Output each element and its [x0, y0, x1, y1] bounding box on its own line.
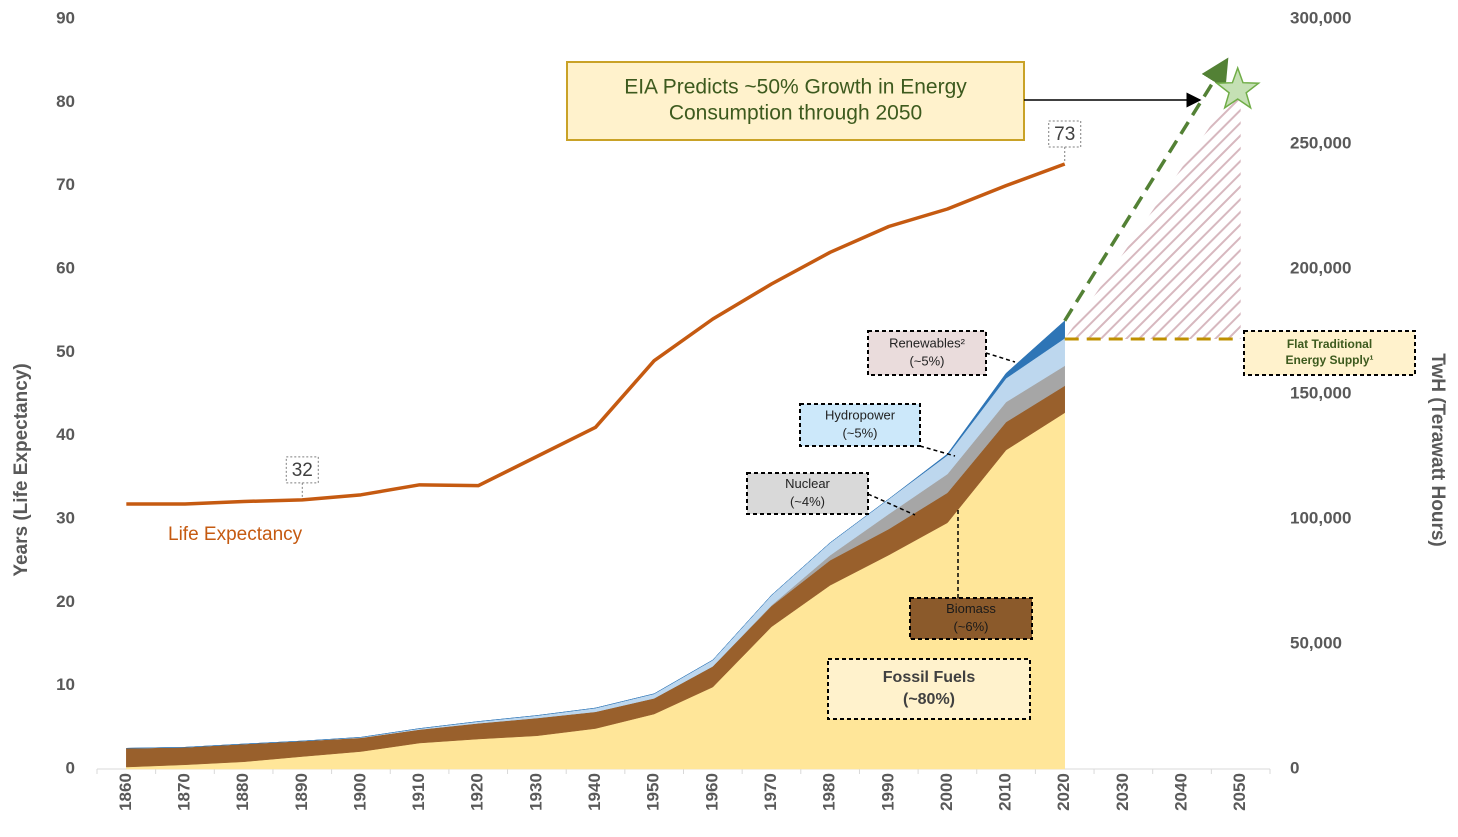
x-tick-label: 1910 — [409, 773, 428, 811]
x-tick-label: 1870 — [174, 773, 193, 811]
y2-tick-label: 50,000 — [1290, 633, 1342, 652]
annotation-text: (~6%) — [953, 619, 988, 634]
x-tick-label: 2030 — [1113, 773, 1132, 811]
x-tick-label: 2020 — [1054, 773, 1073, 811]
annotation-text: Hydropower — [825, 407, 896, 422]
annotation-box — [799, 403, 921, 447]
y2-tick-label: 150,000 — [1290, 383, 1351, 402]
projected-gap — [1064, 81, 1241, 339]
y2-axis-title: TwH (Terawatt Hours) — [1427, 353, 1448, 547]
annotation-text: (~5%) — [909, 353, 944, 368]
y2-tick-label: 300,000 — [1290, 8, 1351, 27]
y-axis-title: Years (Life Expectancy) — [11, 363, 32, 576]
y-tick-label: 70 — [56, 175, 75, 194]
stacked-area — [126, 320, 1065, 749]
annotation-box — [746, 472, 869, 515]
x-tick-label: 2050 — [1230, 773, 1249, 811]
annotation-text: Consumption through 2050 — [669, 102, 922, 125]
series-label: Life Expectancy — [168, 524, 303, 545]
point-label-box — [285, 456, 319, 484]
y-tick-label: 40 — [56, 425, 75, 444]
annotation-text: Flat Traditional — [1287, 337, 1372, 351]
life-expectancy-line — [126, 162, 1066, 506]
x-tick-label: 2000 — [937, 773, 956, 811]
annotation-text: (~4%) — [790, 494, 825, 509]
y-tick-label: 0 — [66, 758, 75, 777]
annotation-box — [909, 597, 1033, 640]
x-tick-label: 1920 — [468, 773, 487, 811]
x-tick-label: 1960 — [702, 773, 721, 811]
x-tick-label: 1860 — [116, 773, 135, 811]
y-tick-label: 80 — [56, 92, 75, 111]
x-tick-label: 1880 — [233, 773, 252, 811]
annotation-text: Biomass — [946, 601, 996, 616]
annotation-box — [827, 658, 1031, 720]
y2-tick-label: 200,000 — [1290, 258, 1351, 277]
annotation-text: Renewables² — [889, 335, 966, 350]
annotation-text: Nuclear — [785, 476, 830, 491]
point-label: 73 — [1054, 124, 1075, 145]
x-tick-label: 2040 — [1172, 773, 1191, 811]
annotation-text: (~80%) — [903, 691, 955, 708]
y-tick-label: 60 — [56, 258, 75, 277]
annotation-box — [1243, 330, 1416, 376]
x-tick-label: 1970 — [761, 773, 780, 811]
star — [1214, 65, 1261, 110]
y-tick-label: 30 — [56, 508, 75, 527]
x-tick-label: 2010 — [996, 773, 1015, 811]
annotation-leader — [867, 493, 916, 516]
x-tick-label: 1980 — [820, 773, 839, 811]
y-tick-label: 90 — [56, 8, 75, 27]
annotation-box — [566, 61, 1025, 141]
x-tick-label: 1950 — [644, 773, 663, 811]
point-label: 32 — [292, 460, 313, 481]
annotation-text: (~5%) — [842, 425, 877, 440]
x-tick-label: 1930 — [526, 773, 545, 811]
annotation-leader — [919, 445, 956, 457]
y-tick-label: 20 — [56, 592, 75, 611]
y-tick-label: 50 — [56, 342, 75, 361]
x-tick-label: 1940 — [585, 773, 604, 811]
annotation-text: EIA Predicts ~50% Growth in Energy — [624, 76, 967, 99]
y2-tick-label: 0 — [1290, 758, 1299, 777]
y2-tick-label: 250,000 — [1290, 133, 1351, 152]
x-tick-label: 1890 — [292, 773, 311, 811]
annotation-text: Energy Supply¹ — [1285, 353, 1373, 367]
y-tick-label: 10 — [56, 675, 75, 694]
annotation-box — [867, 330, 987, 376]
y2-tick-label: 100,000 — [1290, 508, 1351, 527]
x-tick-label: 1990 — [878, 773, 897, 811]
annotation-text: Fossil Fuels — [883, 669, 976, 686]
annotation-leader — [985, 352, 1016, 363]
x-tick-label: 1900 — [350, 773, 369, 811]
